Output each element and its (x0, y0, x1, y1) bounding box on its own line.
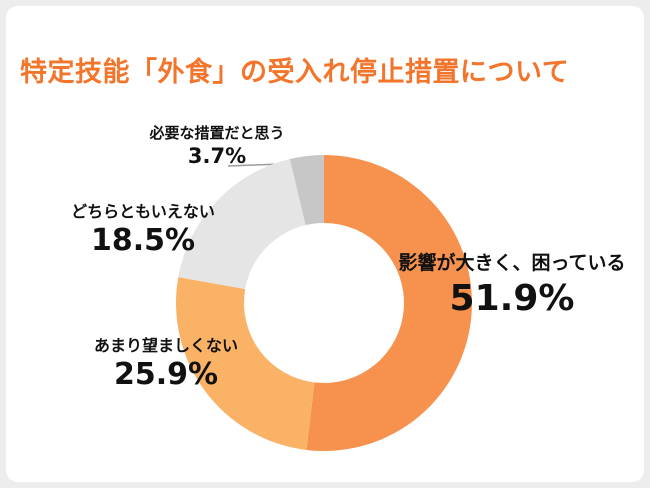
slice-label-smallest: 必要な措置だと思う 3.7% (128, 124, 306, 169)
slice-category-label: どちらともいえない (71, 202, 215, 221)
page-title: 特定技能「外食」の受入れ停止措置について (20, 57, 570, 88)
slice-value-label: 25.9% (113, 357, 219, 392)
slice-label-neutral: どちらともいえない 18.5% (52, 202, 234, 260)
slice-value-label: 51.9% (449, 277, 575, 319)
slice-category-label: あまり望ましくない (93, 336, 238, 355)
slice-value-label: 3.7% (187, 143, 247, 168)
slice-category-label: 必要な措置だと思う (149, 124, 285, 142)
slice-label-undesirable: あまり望ましくない 25.9% (60, 336, 272, 394)
donut-slice-1 (175, 277, 315, 450)
slice-value-label: 18.5% (90, 223, 196, 258)
slice-label-major-impact: 影響が大きく、困っている 51.9% (378, 252, 646, 321)
donut-slice-0 (306, 155, 472, 452)
donut-slice-3 (289, 155, 324, 226)
donut-slice-2 (178, 158, 306, 289)
slice-category-label: 影響が大きく、困っている (398, 252, 626, 274)
